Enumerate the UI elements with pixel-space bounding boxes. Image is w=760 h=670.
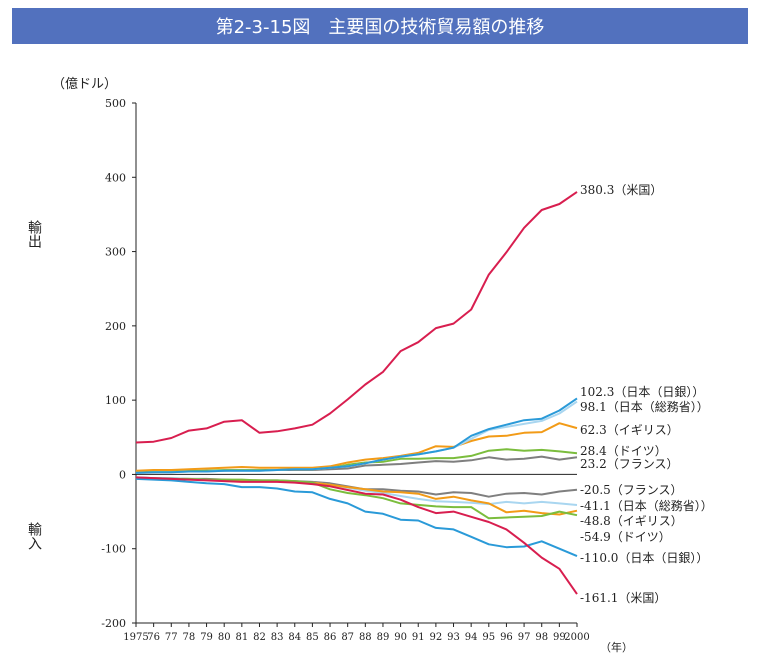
series-line-export-イギリス — [135, 422, 578, 472]
series-label-import-ドイツ: -54.9（ドイツ） — [580, 530, 671, 544]
x-tick-label: 1975 — [123, 632, 148, 643]
series-label-export-フランス: 23.2（フランス） — [580, 457, 678, 471]
series-label-import-日本日銀: -110.0（日本（日銀）） — [580, 551, 708, 565]
x-tick-label: 79 — [200, 632, 213, 643]
x-tick-label: 82 — [253, 632, 266, 643]
series-labels: 380.3（米国） 102.3（日本（日銀））98.1（日本（総務省）） 62.3（… — [580, 183, 713, 605]
x-tick-label: 99 — [553, 632, 566, 643]
x-tick-label: 90 — [394, 632, 407, 643]
x-tick-label: 98 — [535, 632, 548, 643]
chart-title: 第2-3-15図 主要国の技術貿易額の推移 — [12, 8, 748, 44]
x-tick-label: 77 — [165, 632, 178, 643]
series-line-import-日本日銀 — [135, 477, 578, 558]
export-label: 輸出 — [26, 220, 42, 248]
x-tick-label: 83 — [271, 632, 284, 643]
series-label-export-日本総務省: 98.1（日本（総務省）） — [580, 400, 709, 414]
x-axis-unit-label: （年） — [600, 640, 633, 654]
x-tick-label: 86 — [324, 632, 337, 643]
series-label-export-ドイツ: 28.4（ドイツ） — [580, 444, 667, 458]
x-tick-label: 80 — [218, 632, 231, 643]
x-tick-label: 93 — [447, 632, 460, 643]
series-label-import-イギリス: -48.8（イギリス） — [580, 514, 683, 528]
x-tick-label: 76 — [147, 632, 160, 643]
import-label: 輸入 — [26, 522, 42, 550]
x-tick-label: 88 — [359, 632, 372, 643]
x-tick-label: 91 — [412, 632, 425, 643]
y-tick-label: 500 — [105, 97, 126, 110]
unit-label: （億ドル） — [52, 76, 117, 92]
x-tick-label: 96 — [500, 632, 513, 643]
x-tick-label: 85 — [306, 632, 319, 643]
x-tick-label: 81 — [235, 632, 248, 643]
x-tick-label: 95 — [482, 632, 495, 643]
x-tick-label: 78 — [183, 632, 196, 643]
y-tick-label: 300 — [105, 246, 126, 259]
y-tick-label: -100 — [101, 543, 126, 556]
series-label-export-米国: 380.3（米国） — [580, 183, 662, 197]
series-line-export-日本総務省 — [135, 400, 578, 474]
series-label-import-フランス: -20.5（フランス） — [580, 483, 683, 497]
series-line-export-米国 — [135, 191, 578, 444]
series-label-export-イギリス: 62.3（イギリス） — [580, 423, 679, 437]
series-line-import-米国 — [135, 476, 578, 595]
x-tick-label: 84 — [288, 632, 301, 643]
y-tick-label: 200 — [105, 320, 126, 333]
x-tick-label: 94 — [465, 632, 478, 643]
series-label-import-日本総務省: -41.1（日本（総務省）） — [580, 499, 713, 513]
x-tick-label: 2000 — [564, 632, 589, 643]
y-tick-label: 0 — [119, 468, 126, 481]
x-tick-label: 92 — [430, 632, 443, 643]
y-tick-label: 400 — [105, 171, 126, 184]
x-tick-label: 87 — [341, 632, 354, 643]
series-label-export-日本日銀: 102.3（日本（日銀）） — [580, 385, 704, 399]
series-line-export-日本日銀 — [135, 397, 578, 474]
y-tick-label: 100 — [105, 394, 126, 407]
x-tick-label: 97 — [518, 632, 531, 643]
x-tick-label: 89 — [377, 632, 390, 643]
y-tick-label: -200 — [101, 617, 126, 630]
series-lines — [135, 191, 578, 595]
series-label-import-米国: -161.1（米国） — [580, 591, 666, 605]
